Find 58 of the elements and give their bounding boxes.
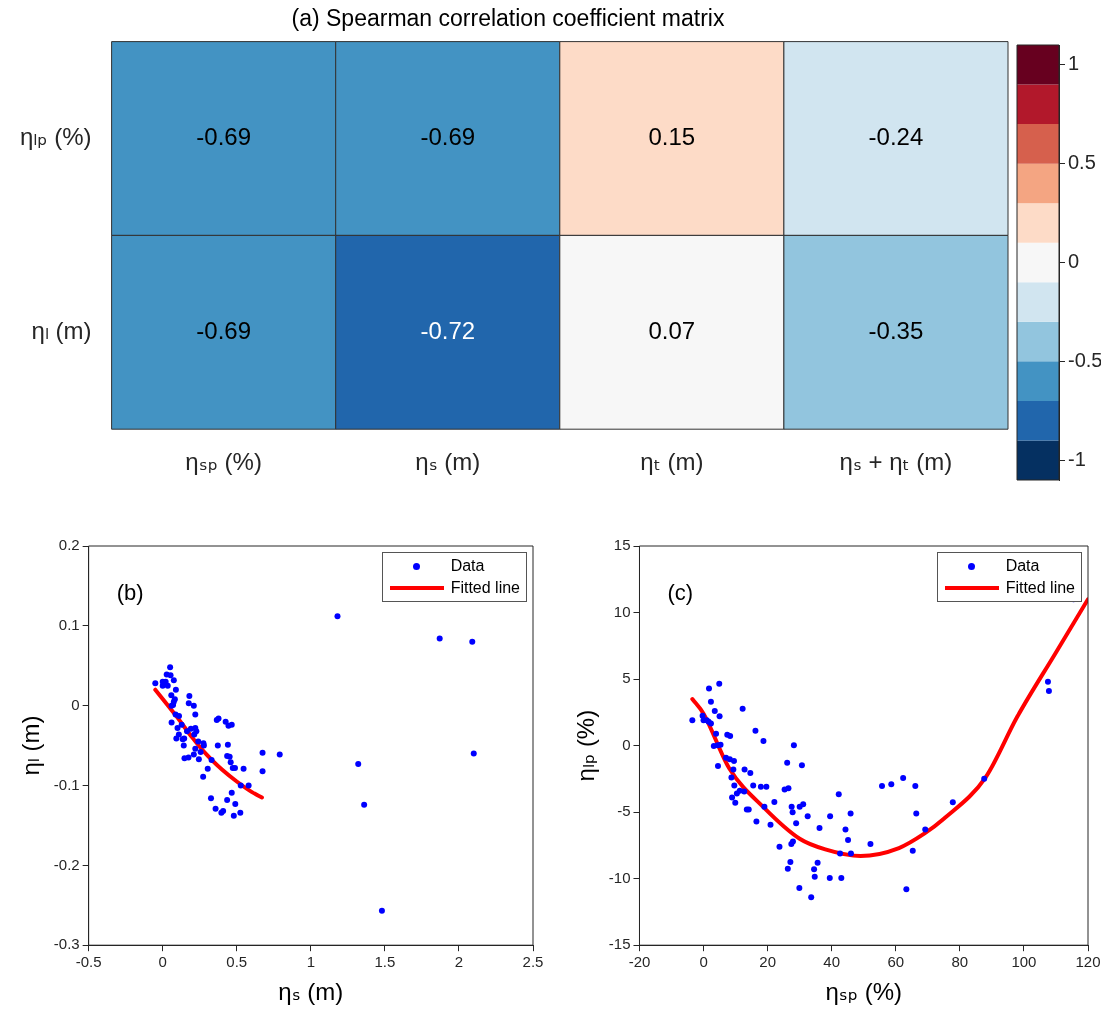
x-tick-label: 0 [699, 953, 708, 971]
chart-title: (a) Spearman correlation coefficient matrix [291, 5, 725, 32]
x-tick-label: -20 [628, 953, 651, 971]
x-tick-label: 120 [1075, 953, 1101, 971]
color-bar-label: -1 [1068, 447, 1086, 470]
data-label: -0.72 [420, 316, 476, 344]
y-tick-label: -10 [608, 868, 631, 886]
x-tick-label: 20 [759, 953, 776, 971]
x-tick-label: ηₜ (m) [640, 448, 704, 476]
color-bar-label: 0.5 [1068, 151, 1096, 174]
x-tick-label: 100 [1011, 953, 1037, 971]
x-tick-label: 80 [951, 953, 969, 971]
data-label: 0.15 [648, 123, 696, 151]
y-tick-label: -5 [617, 802, 631, 820]
y-tick-label: ηₗ (m) [31, 316, 92, 344]
data-label: -0.69 [420, 123, 476, 151]
legend-label: Data [1005, 557, 1040, 575]
legend-label: Data [450, 557, 485, 575]
x-tick-label: 1.5 [374, 953, 396, 971]
data-label: 0.07 [648, 316, 696, 344]
y-tick-label: -0.3 [53, 935, 80, 953]
x-axis-title: ηₛₚ (%) [825, 978, 903, 1006]
x-tick-label: 1 [306, 953, 315, 971]
y-tick-label: ηₗₚ (%) [19, 123, 92, 151]
y-tick-label: -0.2 [53, 855, 80, 873]
x-axis-title: ηₛ (m) [278, 978, 344, 1006]
color-bar-label: -0.5 [1068, 348, 1103, 371]
data-label: -0.69 [196, 316, 251, 344]
x-tick-label: -0.5 [75, 953, 102, 971]
x-tick-label: ηₛ + ηₜ (m) [839, 448, 953, 476]
x-tick-label: 0.5 [226, 953, 248, 971]
line-series [690, 597, 1088, 859]
y-tick-label: 10 [613, 602, 631, 620]
x-tick-label: ηₛₚ (%) [185, 448, 262, 476]
x-tick-label: 40 [823, 953, 841, 971]
annotation: (b) [116, 580, 144, 606]
y-tick-label: -15 [608, 935, 631, 953]
legend-label: Fitted line [450, 579, 520, 597]
x-tick-label: 2.5 [522, 953, 544, 971]
legend-label: Fitted line [1005, 579, 1075, 597]
y-tick-label: -0.1 [53, 775, 80, 793]
color-bar-label: 0 [1068, 250, 1080, 273]
x-tick-label: ηₛ (m) [415, 448, 481, 476]
line-series [153, 687, 264, 800]
y-tick-label: 0.1 [58, 615, 80, 633]
annotation: (c) [667, 580, 694, 606]
x-tick-label: 2 [454, 953, 464, 971]
y-tick-label: 0 [71, 695, 80, 713]
x-tick-label: 60 [887, 953, 905, 971]
color-bar-label: 1 [1068, 52, 1080, 75]
data-label: -0.69 [196, 123, 251, 151]
y-tick-label: 5 [622, 669, 631, 687]
y-tick-label: 0 [622, 735, 631, 753]
y-tick-label: 15 [613, 536, 631, 554]
y-tick-label: 0.2 [58, 536, 80, 554]
x-tick-label: 0 [158, 953, 167, 971]
data-label: -0.35 [868, 316, 924, 344]
data-label: -0.24 [868, 123, 924, 151]
